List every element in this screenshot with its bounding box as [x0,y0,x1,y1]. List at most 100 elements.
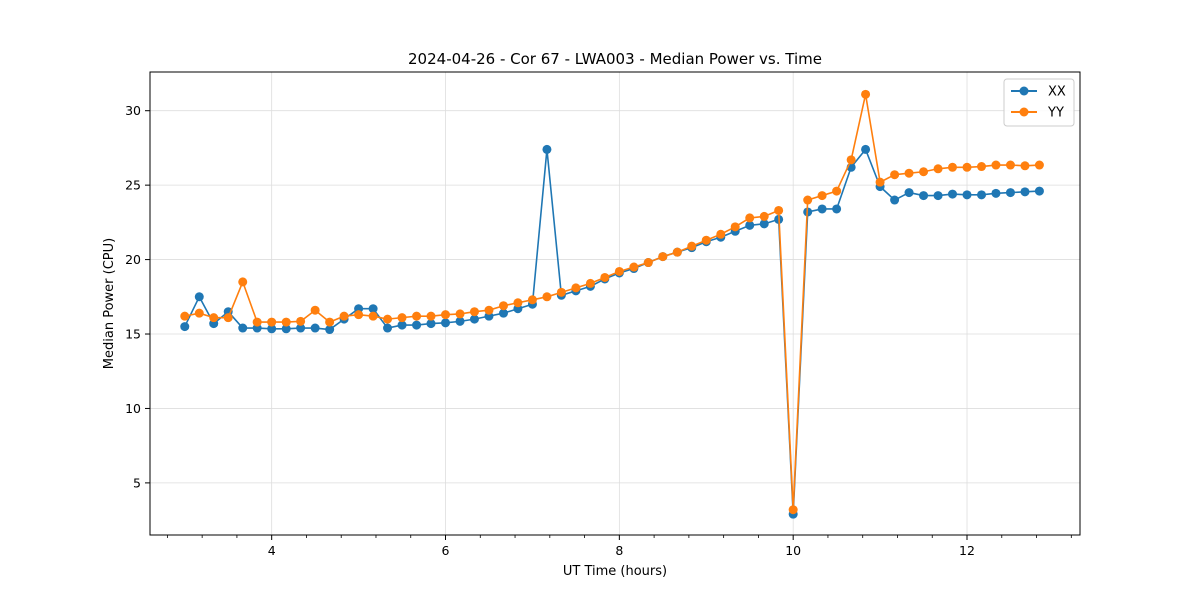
data-point-yy [325,317,335,327]
y-tick-label: 10 [125,401,141,416]
chart-title: 2024-04-26 - Cor 67 - LWA003 - Median Po… [408,50,822,68]
data-point-yy [498,301,508,311]
data-point-yy [991,160,1001,170]
data-point-xx [962,190,972,200]
data-point-xx [904,188,914,198]
legend-marker-yy [1019,107,1029,117]
data-point-yy [542,292,552,302]
legend-label-xx: XX [1048,85,1066,100]
data-point-yy [774,205,784,215]
data-point-yy [469,307,479,317]
data-point-yy [267,317,277,327]
legend-label-yy: YY [1047,106,1064,121]
data-point-yy [730,222,740,232]
data-point-yy [861,89,871,99]
data-point-yy [716,229,726,239]
series-layer [180,89,1044,519]
data-point-yy [571,283,581,293]
x-tick-label: 12 [959,543,975,558]
data-point-xx [325,325,335,335]
data-point-yy [890,170,900,180]
data-point-xx [267,324,277,334]
data-point-yy [252,317,262,327]
x-tick-label: 10 [785,543,801,558]
data-point-yy [513,298,523,308]
data-point-yy [788,505,798,515]
data-point-yy [933,164,943,174]
data-point-xx [412,320,422,330]
data-point-yy [759,211,769,221]
data-point-xx [441,318,451,328]
data-point-yy [962,162,972,172]
data-point-yy [194,308,204,318]
plot-frame [149,71,1081,536]
data-point-yy [817,191,827,201]
x-tick-label: 4 [268,543,276,558]
y-tick-label: 15 [125,327,141,342]
x-tick-label: 8 [615,543,623,558]
data-point-xx [469,314,479,324]
data-point-yy [209,313,219,323]
data-point-yy [643,258,653,268]
data-point-yy [441,310,451,320]
data-point-yy [310,305,320,315]
legend-marker-xx [1019,86,1029,96]
data-point-yy [238,277,248,287]
series-line-yy [184,93,1040,511]
data-point-xx [991,188,1001,198]
x-axis-title: UT Time (hours) [563,564,667,579]
data-point-xx [542,144,552,154]
data-point-xx [977,190,987,200]
data-point-yy [455,309,465,319]
data-point-yy [354,310,364,320]
data-point-yy [832,186,842,196]
data-point-yy [296,316,306,326]
data-point-yy [904,168,914,178]
data-point-xx [861,144,871,154]
data-point-yy [484,305,494,315]
data-point-yy [397,313,407,323]
data-point-yy [947,162,957,172]
data-point-xx [947,189,957,199]
data-point-xx [1020,187,1030,197]
data-point-yy [585,278,595,288]
x-tick-label: 6 [442,543,450,558]
data-point-yy [701,235,711,245]
data-point-yy [614,266,624,276]
grid [150,72,1080,535]
y-axis-title: Median Power (CPU) [102,238,117,369]
data-point-yy [745,213,755,223]
data-point-xx [759,219,769,229]
data-point-xx [919,191,929,201]
data-point-yy [426,311,436,321]
data-point-xx [426,319,436,329]
data-point-yy [658,252,668,262]
data-point-xx [817,204,827,214]
y-tick-label: 25 [125,178,141,193]
data-point-yy [1020,161,1030,171]
data-point-yy [919,167,929,177]
data-point-yy [368,311,378,321]
data-point-yy [672,247,682,257]
data-point-yy [556,287,566,297]
data-point-yy [629,262,639,272]
axes: 4 6 8 10 12 5 10 15 20 25 30 [125,103,1072,558]
y-tick-label: 20 [125,252,141,267]
data-point-xx [1034,186,1044,196]
data-point-xx [296,323,306,333]
data-point-xx [455,316,465,326]
data-point-yy [412,311,422,321]
data-point-yy [687,241,697,251]
y-tick-label: 5 [133,475,141,490]
data-point-xx [310,323,320,333]
data-point-xx [238,323,248,333]
data-point-xx [498,308,508,318]
data-point-yy [223,313,233,323]
data-point-yy [383,314,393,324]
data-point-xx [933,191,943,201]
data-point-yy [803,195,813,205]
data-point-xx [397,320,407,330]
data-point-xx [383,323,393,333]
data-point-xx [281,324,291,334]
